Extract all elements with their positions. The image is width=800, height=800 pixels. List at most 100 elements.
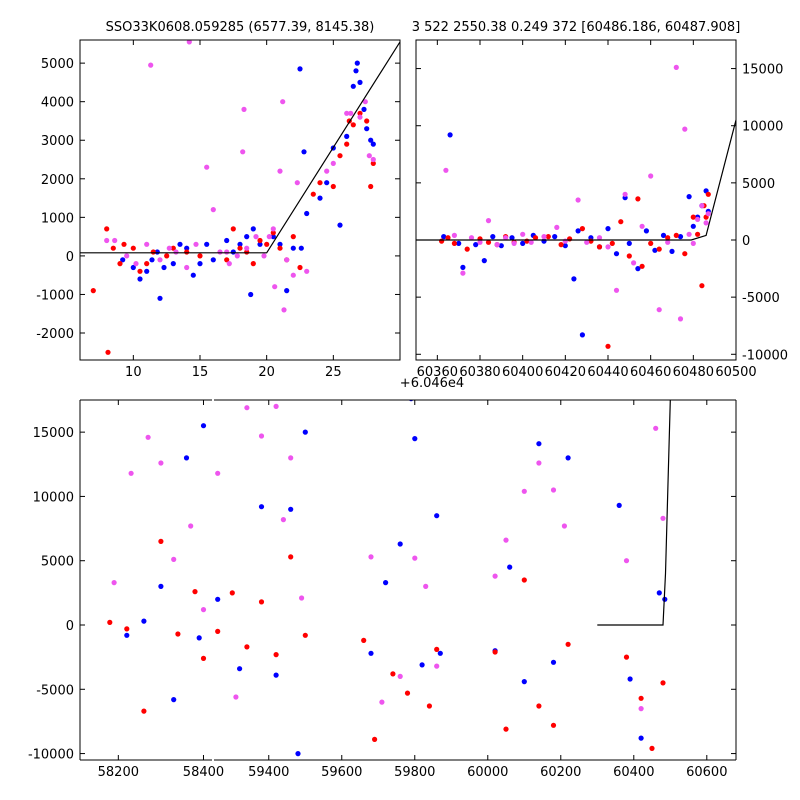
data-point <box>210 257 216 263</box>
data-point <box>545 234 551 240</box>
data-point <box>520 231 526 237</box>
plot-marks <box>107 400 671 757</box>
data-point <box>337 222 343 228</box>
data-point <box>562 238 568 244</box>
x-tick-label: 59600 <box>321 765 362 780</box>
data-point <box>107 619 113 626</box>
data-point <box>357 110 363 116</box>
data-point <box>261 253 267 259</box>
data-point <box>124 632 130 638</box>
x-tick-label: 60380 <box>459 365 500 380</box>
data-point <box>258 504 265 510</box>
chart-title-right: 3 522 2550.38 0.249 372 [60486.186, 6048… <box>412 20 741 35</box>
data-point <box>638 735 644 741</box>
data-point <box>215 628 221 635</box>
data-point <box>404 690 411 696</box>
data-point <box>226 261 232 267</box>
data-point <box>361 106 367 112</box>
x-tick-label: 58400 <box>183 765 224 780</box>
data-point <box>130 264 136 271</box>
data-point <box>686 231 692 237</box>
data-point <box>494 242 500 248</box>
data-point <box>299 595 305 601</box>
data-point <box>280 99 286 105</box>
data-point <box>200 607 207 613</box>
data-point <box>105 349 111 355</box>
data-point <box>197 261 203 267</box>
data-point <box>141 708 147 714</box>
data-point <box>270 234 276 240</box>
data-point <box>148 62 154 68</box>
data-point <box>677 316 684 322</box>
x-tick-label: 60000 <box>467 765 508 780</box>
data-point <box>158 583 164 590</box>
data-point <box>579 332 586 338</box>
data-point <box>192 589 198 595</box>
data-point <box>485 218 492 224</box>
data-point <box>705 191 711 197</box>
data-point <box>660 515 666 521</box>
data-point <box>565 641 571 647</box>
data-point <box>250 226 256 232</box>
data-point <box>649 745 655 752</box>
data-point <box>536 703 542 709</box>
data-point <box>281 307 287 313</box>
data-point <box>616 502 622 508</box>
data-point <box>175 631 181 637</box>
data-point <box>492 573 498 579</box>
data-point <box>536 441 542 447</box>
data-point <box>104 226 110 232</box>
data-point <box>288 455 294 461</box>
plot-marks <box>80 40 400 355</box>
data-point <box>695 231 701 237</box>
data-point <box>511 240 517 246</box>
data-point <box>368 554 374 560</box>
data-point <box>130 245 136 251</box>
data-point <box>372 736 378 743</box>
data-point <box>605 244 611 250</box>
data-point <box>408 400 414 402</box>
data-point <box>193 241 199 247</box>
data-point <box>270 230 276 236</box>
data-point <box>137 268 143 274</box>
data-point <box>613 251 620 257</box>
data-point <box>264 241 270 247</box>
x-tick-label: 25 <box>325 365 342 380</box>
y-tick-label: -10000 <box>742 348 788 363</box>
x-tick-label: 60200 <box>540 765 581 780</box>
data-point <box>507 564 513 570</box>
data-point <box>304 268 310 274</box>
data-point <box>565 455 571 461</box>
x-tick-label: 60400 <box>502 365 543 380</box>
data-point <box>284 257 290 263</box>
data-point <box>498 243 504 249</box>
data-point <box>128 470 134 476</box>
data-point <box>473 242 479 248</box>
data-point <box>244 245 250 251</box>
y-tick-label: 15000 <box>742 63 783 78</box>
data-point <box>690 214 696 220</box>
data-point <box>170 261 176 267</box>
data-point <box>481 258 487 264</box>
data-point <box>133 261 139 267</box>
data-point <box>137 276 143 282</box>
data-point <box>344 133 350 139</box>
data-point <box>280 517 286 523</box>
data-point <box>177 241 183 247</box>
data-point <box>149 257 155 263</box>
y-tick-label: -5000 <box>742 291 780 306</box>
x-axis-offset-label: +6.046e4 <box>400 376 464 391</box>
data-point <box>536 460 542 466</box>
data-point <box>158 538 164 545</box>
data-point <box>558 242 564 248</box>
data-point <box>575 228 581 234</box>
data-point <box>273 652 279 658</box>
data-point <box>170 245 176 251</box>
data-point <box>310 191 316 197</box>
data-point <box>237 241 243 247</box>
data-point <box>626 240 632 246</box>
data-point <box>161 264 167 271</box>
data-point <box>317 180 323 186</box>
data-point <box>541 238 547 244</box>
